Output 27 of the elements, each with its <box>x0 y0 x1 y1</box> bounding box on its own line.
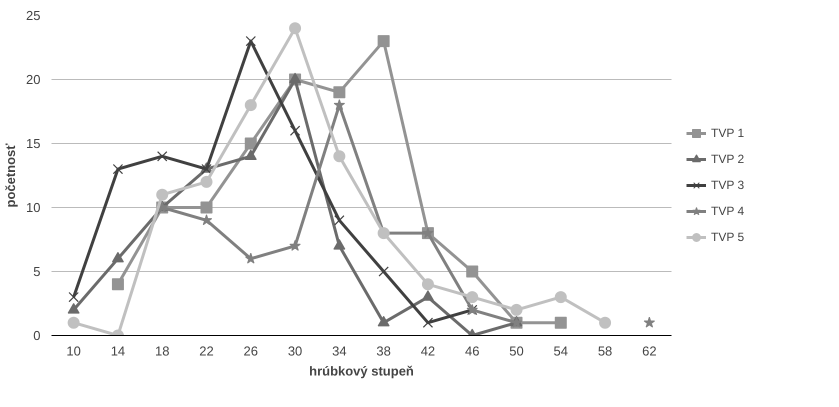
x-tick-label: 50 <box>509 344 524 358</box>
legend-label: TVP 3 <box>711 178 744 192</box>
legend-label: TVP 2 <box>711 152 744 166</box>
y-tick-label: 10 <box>26 200 41 215</box>
x-tick-label: 26 <box>244 344 258 358</box>
x-tick-label: 22 <box>199 344 214 358</box>
legend-label: TVP 4 <box>711 204 744 218</box>
x-axis-title: hrúbkový stupeň <box>309 364 414 378</box>
y-axis-title: početnosť <box>3 142 18 208</box>
y-tick-label: 0 <box>33 328 41 343</box>
x-tick-label: 14 <box>110 344 126 358</box>
x-tick-label: 46 <box>464 344 480 358</box>
legend-label: TVP 1 <box>711 126 744 140</box>
y-tick-label: 5 <box>33 264 41 279</box>
legend-label: TVP 5 <box>711 230 744 244</box>
x-tick-label: 30 <box>288 344 302 358</box>
x-tick-label: 18 <box>154 344 170 358</box>
x-tick-label: 42 <box>420 344 436 358</box>
x-tick-label: 10 <box>66 344 81 358</box>
x-tick-label: 54 <box>554 344 568 358</box>
x-tick-label: 34 <box>332 344 347 358</box>
x-tick-label: 58 <box>598 344 612 358</box>
y-tick-label: 20 <box>26 72 41 87</box>
x-tick-label: 62 <box>642 344 657 358</box>
y-tick-label: 15 <box>26 136 41 151</box>
x-tick-label: 38 <box>376 344 391 358</box>
y-tick-label: 25 <box>26 8 41 23</box>
